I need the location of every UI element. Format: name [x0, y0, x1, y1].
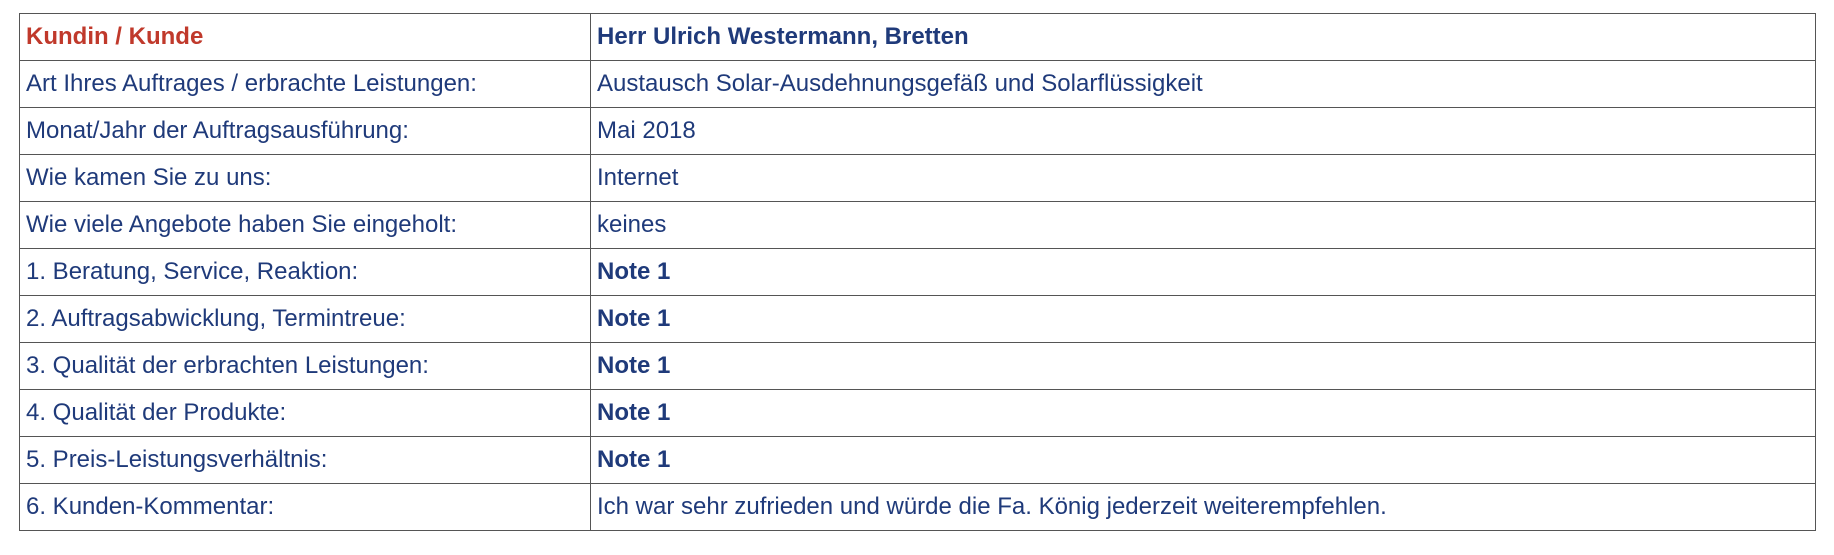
row-value-order-type: Austausch Solar-Ausdehnungsgefäß und Sol…: [590, 60, 1816, 108]
row-value-rating-product-quality: Note 1: [590, 389, 1816, 437]
table-row: 2. Auftragsabwicklung, Termintreue: Note…: [19, 295, 1816, 343]
row-label-order-type: Art Ihres Auftrages / erbrachte Leistung…: [19, 60, 591, 108]
row-value-rating-service-quality: Note 1: [590, 342, 1816, 390]
row-label-rating-processing: 2. Auftragsabwicklung, Termintreue:: [19, 295, 591, 343]
row-value-offers: keines: [590, 201, 1816, 249]
row-label-date: Monat/Jahr der Auftragsausführung:: [19, 107, 591, 155]
table-row: Art Ihres Auftrages / erbrachte Leistung…: [19, 60, 1816, 108]
customer-review-table: Kundin / Kunde Herr Ulrich Westermann, B…: [19, 13, 1816, 531]
row-value-rating-price: Note 1: [590, 436, 1816, 484]
row-value-rating-processing: Note 1: [590, 295, 1816, 343]
table-row: Monat/Jahr der Auftragsausführung: Mai 2…: [19, 107, 1816, 155]
row-label-source: Wie kamen Sie zu uns:: [19, 154, 591, 202]
row-value-comment: Ich war sehr zufrieden und würde die Fa.…: [590, 483, 1816, 531]
row-label-rating-product-quality: 4. Qualität der Produkte:: [19, 389, 591, 437]
customer-label: Kundin / Kunde: [19, 13, 591, 61]
row-label-rating-consulting: 1. Beratung, Service, Reaktion:: [19, 248, 591, 296]
table-row: 4. Qualität der Produkte: Note 1: [19, 389, 1816, 437]
table-row: 3. Qualität der erbrachten Leistungen: N…: [19, 342, 1816, 390]
row-label-rating-price: 5. Preis-Leistungsverhältnis:: [19, 436, 591, 484]
row-value-date: Mai 2018: [590, 107, 1816, 155]
row-label-comment: 6. Kunden-Kommentar:: [19, 483, 591, 531]
customer-name: Herr Ulrich Westermann, Bretten: [590, 13, 1816, 61]
row-label-rating-service-quality: 3. Qualität der erbrachten Leistungen:: [19, 342, 591, 390]
table-row: 6. Kunden-Kommentar: Ich war sehr zufrie…: [19, 483, 1816, 531]
table-row: Wie kamen Sie zu uns: Internet: [19, 154, 1816, 202]
table-row: Wie viele Angebote haben Sie eingeholt: …: [19, 201, 1816, 249]
table-row-customer: Kundin / Kunde Herr Ulrich Westermann, B…: [19, 13, 1816, 61]
row-label-offers: Wie viele Angebote haben Sie eingeholt:: [19, 201, 591, 249]
table-row: 1. Beratung, Service, Reaktion: Note 1: [19, 248, 1816, 296]
table-row: 5. Preis-Leistungsverhältnis: Note 1: [19, 436, 1816, 484]
row-value-source: Internet: [590, 154, 1816, 202]
row-value-rating-consulting: Note 1: [590, 248, 1816, 296]
